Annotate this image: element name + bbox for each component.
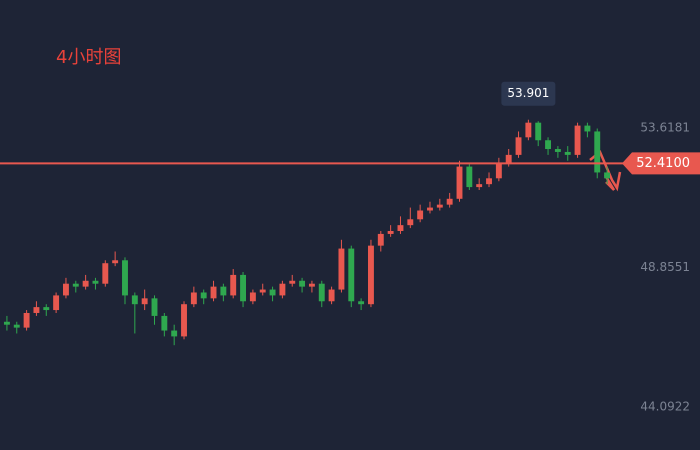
candle-body (240, 274, 246, 302)
y-tick-label: 48.8551 (640, 260, 690, 274)
candle-body (328, 289, 335, 302)
candle-body (210, 286, 217, 299)
candle-body (249, 292, 256, 302)
candle-body (63, 283, 69, 296)
candle-body (476, 184, 483, 188)
candle-body (584, 125, 591, 132)
candle-body (436, 204, 443, 208)
candle-body (230, 274, 237, 296)
candle-body (190, 292, 197, 305)
high-label-box (501, 81, 556, 106)
candle-body (495, 163, 502, 179)
candle-body (72, 283, 79, 287)
candle-body (112, 260, 119, 264)
candle-body (161, 315, 168, 331)
y-tick-label: 44.0922 (640, 399, 690, 413)
candle-body (181, 304, 187, 337)
candle-body (486, 178, 492, 185)
candle-body (82, 280, 89, 287)
price-label-box (622, 152, 700, 175)
candle-body (397, 225, 404, 232)
candle-body (594, 131, 601, 173)
y-tick-label: 53.6181 (640, 120, 690, 134)
candle-body (279, 283, 286, 296)
candle-body (53, 295, 60, 311)
candle-body (377, 233, 384, 246)
candle-body (505, 154, 512, 164)
candle-body (387, 231, 394, 234)
candle-body (171, 330, 178, 337)
candle-body (358, 301, 365, 305)
candle-body (43, 307, 50, 311)
price-label: 52.4100 (636, 156, 690, 171)
candle-body (3, 321, 10, 325)
candle-body (338, 248, 345, 290)
candle-body (33, 307, 40, 313)
candle-body (131, 295, 138, 305)
candle-body (259, 289, 266, 293)
candle-body (466, 166, 473, 188)
candle-body (348, 248, 355, 302)
candle-body (122, 260, 128, 296)
candle-body (13, 324, 20, 328)
candle-body (427, 207, 433, 211)
candle-body (456, 166, 463, 199)
candle-body (318, 283, 325, 302)
candle-body (417, 210, 424, 220)
candle-body (299, 280, 306, 287)
candle-body (289, 280, 296, 284)
candle-body (525, 122, 532, 138)
candle-body (564, 151, 571, 155)
candle-body (23, 312, 30, 328)
candle-body (368, 245, 374, 305)
candle-body (102, 263, 109, 284)
candle-body (574, 125, 581, 155)
chart-title: 4小时图 (56, 47, 121, 68)
candle-body (446, 198, 453, 205)
candle-body (151, 298, 158, 316)
candle-body (554, 149, 561, 152)
high-label: 53.901 (507, 86, 549, 100)
candle-body (515, 137, 522, 155)
candle-body (604, 172, 611, 179)
candle-body (535, 122, 542, 141)
candle-body (92, 280, 99, 284)
candle-body (200, 292, 207, 299)
candle-body (545, 140, 551, 150)
candle-body (269, 289, 276, 296)
candle-body (407, 219, 414, 226)
candle-body (220, 286, 227, 296)
candle-body (308, 283, 315, 287)
candle-body (141, 298, 148, 305)
